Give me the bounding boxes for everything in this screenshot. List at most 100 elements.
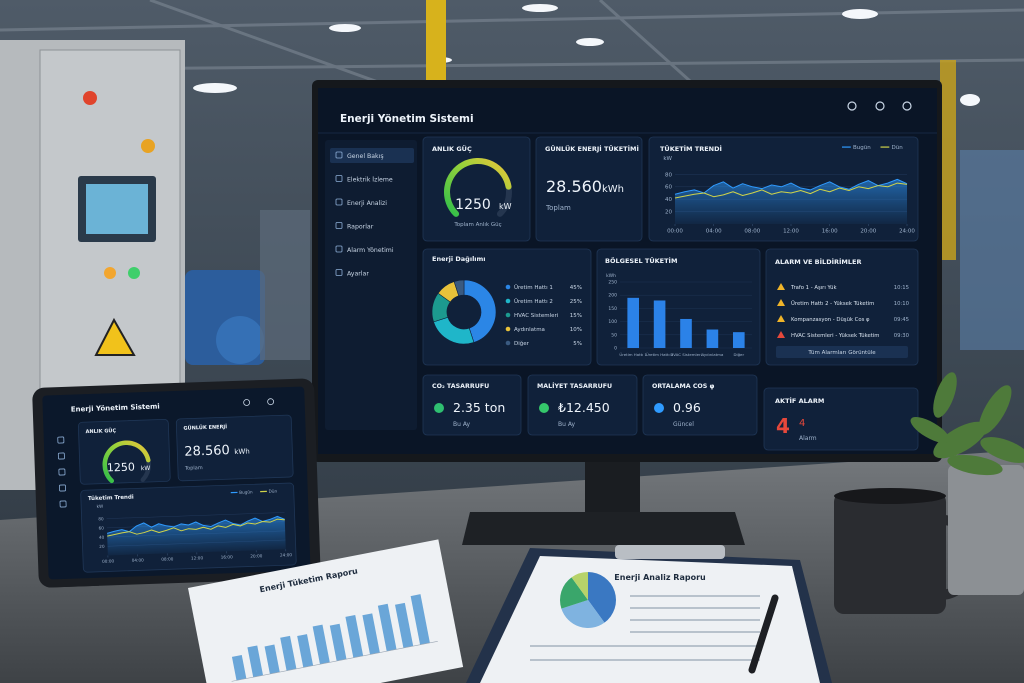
legend-label: Bugün bbox=[853, 145, 871, 151]
nav-item[interactable]: Ayarlar bbox=[347, 271, 369, 278]
power-unit: kW bbox=[499, 202, 512, 211]
yellow-pillar bbox=[940, 60, 956, 260]
legend-dot bbox=[505, 312, 511, 318]
x-tick-label: 20:00 bbox=[860, 229, 876, 235]
nav-item[interactable]: Genel Bakış bbox=[347, 153, 384, 160]
kpi-caption: Bu Ay bbox=[453, 421, 471, 428]
legend-value: 45% bbox=[570, 285, 582, 291]
y-tick-label: 40 bbox=[665, 197, 672, 203]
alarm-text: Üretim Hattı 2 - Yüksek Tüketim bbox=[791, 300, 874, 307]
y-tick-label: 50 bbox=[611, 332, 617, 338]
alarm-count: 4 bbox=[799, 418, 805, 429]
donut-slice bbox=[463, 279, 497, 343]
alarm-button-label[interactable]: Tüm Alarmları Görüntüle bbox=[807, 350, 876, 356]
paper-pie-slice bbox=[571, 572, 588, 600]
x-tick-label: 16:00 bbox=[221, 554, 234, 559]
x-tick-label: 00:00 bbox=[667, 229, 683, 235]
tablet: Enerji Yönetim Sistemi ANLIK GÜÇ 1250 kW GÜN… bbox=[32, 378, 321, 588]
nav-icon bbox=[335, 245, 343, 253]
card bbox=[535, 136, 643, 242]
header-icon bbox=[267, 398, 275, 406]
paper-bar bbox=[329, 623, 347, 661]
trend-line bbox=[674, 178, 908, 195]
x-tick-label: HVAC Sistemleri bbox=[670, 352, 701, 357]
legend-label: HVAC Sistemleri bbox=[514, 313, 559, 319]
machine bbox=[260, 210, 310, 360]
mug bbox=[834, 492, 946, 614]
y-tick-label: 0 bbox=[614, 346, 617, 352]
paper-bar bbox=[345, 614, 364, 658]
indicator bbox=[83, 91, 97, 105]
blue-pump bbox=[216, 316, 264, 364]
report-paper: Enerji Tüketim Raporu bbox=[188, 539, 464, 683]
bar bbox=[653, 300, 666, 348]
alarm-time: 10:15 bbox=[894, 285, 909, 291]
daily-value: 28.560 bbox=[546, 177, 602, 196]
x-tick-label: 08:00 bbox=[744, 229, 760, 235]
monitor-stand bbox=[585, 455, 640, 515]
daily-unit: kWh bbox=[234, 447, 250, 456]
alarm-time: 09:45 bbox=[894, 317, 909, 323]
card-title: ANLIK GÜÇ bbox=[85, 427, 116, 435]
legend-value: 10% bbox=[570, 327, 582, 333]
x-tick-label: 12:00 bbox=[783, 229, 799, 235]
legend-dot bbox=[505, 340, 511, 346]
donut-slice bbox=[453, 279, 465, 297]
kpi-value: 0.96 bbox=[673, 400, 701, 415]
nav-item[interactable]: Raporlar bbox=[347, 224, 374, 231]
nav-icon bbox=[335, 175, 343, 182]
y-tick-label: 100 bbox=[608, 319, 617, 325]
legend-dot bbox=[505, 284, 511, 290]
paper-pie-slice bbox=[560, 577, 588, 609]
y-tick-label: 150 bbox=[608, 306, 617, 312]
app-title: Enerji Yönetim Sistemi bbox=[71, 403, 160, 414]
y-tick-label: 20 bbox=[665, 210, 672, 216]
card bbox=[422, 248, 592, 366]
card bbox=[765, 248, 919, 366]
y-tick-label: 60 bbox=[99, 525, 105, 530]
kpi-icon bbox=[654, 403, 664, 413]
power-value: 1250 bbox=[107, 460, 135, 474]
alarm-time: 10:10 bbox=[894, 301, 910, 307]
bar bbox=[680, 318, 692, 348]
paper-bar bbox=[264, 644, 280, 674]
x-tick-label: Aydınlatma bbox=[701, 352, 723, 357]
y-tick-label: 60 bbox=[665, 185, 672, 191]
daily-value: 28.560 bbox=[184, 443, 230, 460]
paper-bar bbox=[377, 603, 397, 652]
card bbox=[422, 136, 531, 242]
y-axis-label: kW bbox=[663, 156, 672, 162]
machine bbox=[960, 150, 1024, 350]
nav-icon bbox=[335, 198, 343, 206]
alarm-button[interactable] bbox=[776, 346, 908, 358]
card-title: ANLIK GÜÇ bbox=[432, 144, 472, 153]
legend-label: Bugün bbox=[239, 489, 253, 494]
kpi-value: ₺12.450 bbox=[558, 400, 610, 415]
yellow-pillar bbox=[426, 0, 446, 95]
bar bbox=[706, 329, 719, 348]
dashboard: Enerji Yönetim Sistemi Genel Bakış Elektri… bbox=[318, 101, 937, 451]
paper-bar bbox=[297, 634, 314, 668]
nav-item[interactable]: Enerji Analizi bbox=[347, 200, 387, 207]
card-title: GÜNLÜK ENERJİ TÜKETİMİ bbox=[545, 144, 639, 153]
x-tick-label: 00:00 bbox=[102, 558, 115, 563]
nav-item[interactable]: Elektrik İzleme bbox=[347, 175, 393, 184]
paper-bar bbox=[280, 635, 297, 671]
grid-line bbox=[106, 512, 285, 519]
card bbox=[642, 374, 758, 436]
header-icon bbox=[243, 399, 251, 406]
plant-leaves bbox=[910, 372, 1024, 476]
nav-icon bbox=[335, 151, 343, 159]
gauge-fill bbox=[444, 158, 512, 217]
legend-label: Aydınlatma bbox=[514, 327, 545, 333]
nav-icon bbox=[57, 452, 65, 460]
card-title: CO₂ TASARRUFU bbox=[432, 383, 489, 390]
x-tick-label: 16:00 bbox=[822, 229, 838, 235]
legend-label: Diğer bbox=[514, 340, 530, 347]
sidebar bbox=[325, 140, 417, 430]
paper-bar bbox=[410, 594, 430, 645]
nav-item[interactable]: Alarm Yönetimi bbox=[347, 247, 394, 254]
y-tick-label: 250 bbox=[608, 280, 617, 286]
nav-icon bbox=[59, 484, 66, 492]
